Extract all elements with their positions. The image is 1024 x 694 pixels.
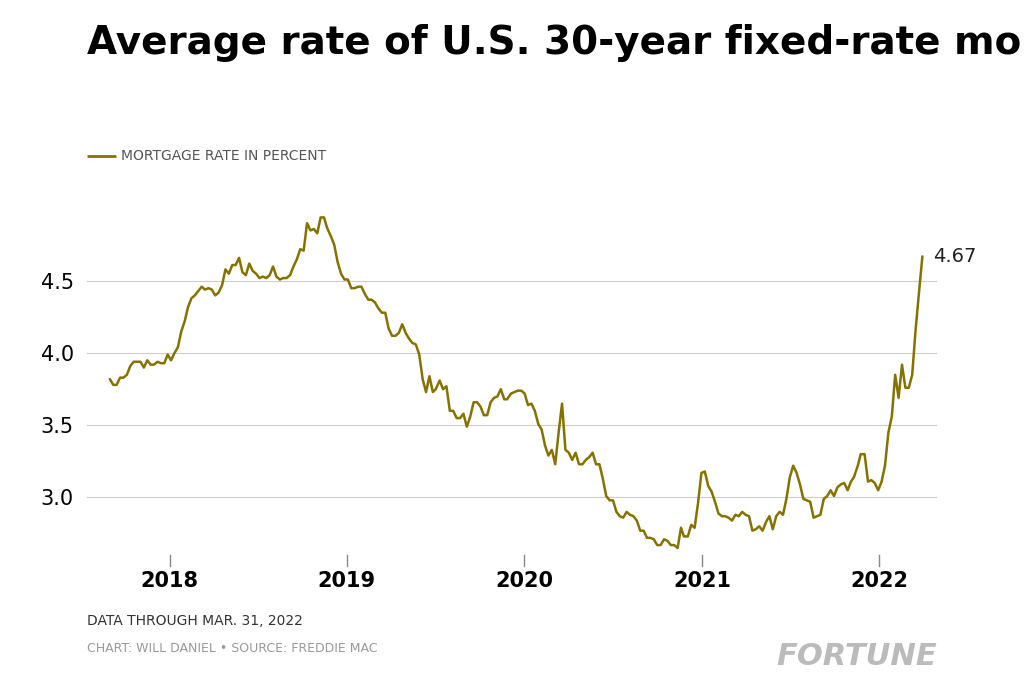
Text: 4.67: 4.67 — [934, 247, 977, 266]
Text: Average rate of U.S. 30-year fixed-rate mortgage: Average rate of U.S. 30-year fixed-rate … — [87, 24, 1024, 62]
Text: MORTGAGE RATE IN PERCENT: MORTGAGE RATE IN PERCENT — [121, 149, 326, 163]
Text: DATA THROUGH MAR. 31, 2022: DATA THROUGH MAR. 31, 2022 — [87, 614, 303, 628]
Text: FORTUNE: FORTUNE — [776, 642, 937, 671]
Text: CHART: WILL DANIEL • SOURCE: FREDDIE MAC: CHART: WILL DANIEL • SOURCE: FREDDIE MAC — [87, 642, 378, 655]
